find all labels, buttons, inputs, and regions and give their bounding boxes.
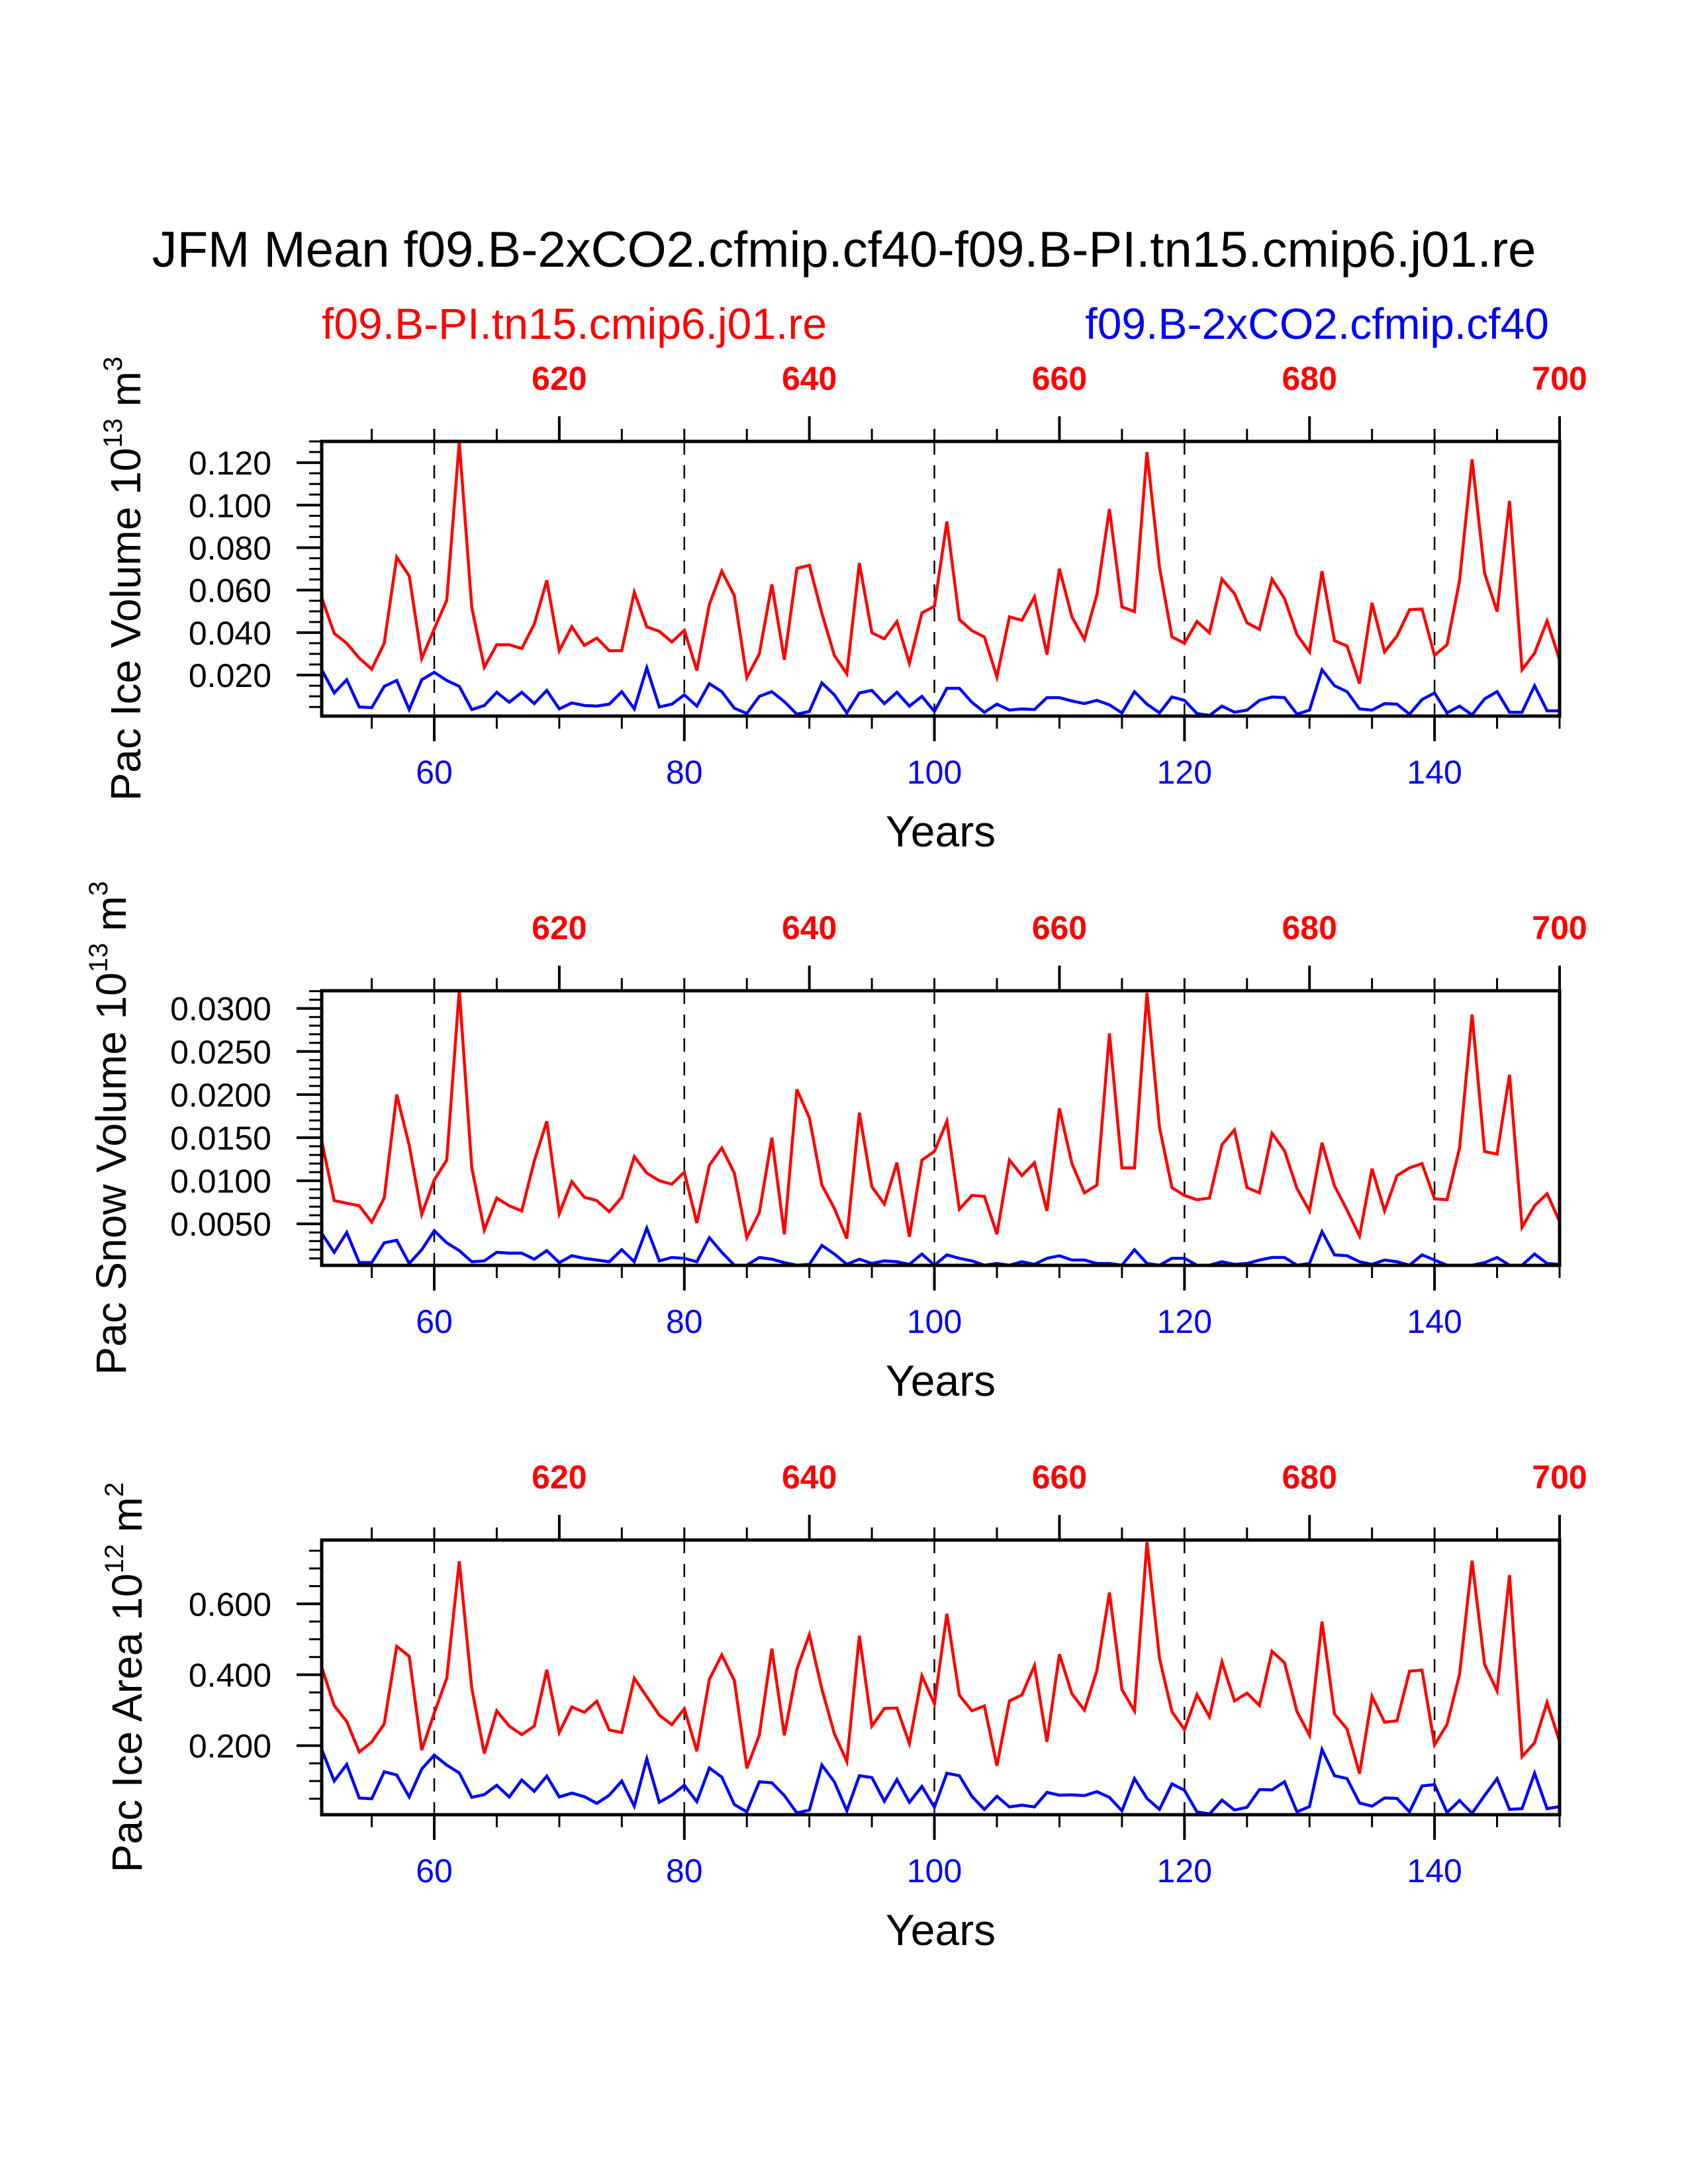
x-tick-label-bottom: 80 <box>666 1303 703 1340</box>
series-control-line <box>320 990 1562 1243</box>
x-tick-label-top: 640 <box>782 360 837 397</box>
x-tick-label-bottom: 100 <box>907 754 962 791</box>
series-experiment-line <box>320 1745 1560 1816</box>
chart-panel-1: 60 80 100 120 140 620 640 660 680 700 0.020 0.040 0.… <box>99 357 1587 856</box>
y-tick-label: 0.0200 <box>170 1077 271 1114</box>
chart-panel-3: 60 80 100 120 140 620 640 660 680 700 0.200 0.400 0.… <box>100 1459 1587 1954</box>
y-tick-label: 0.040 <box>189 615 271 652</box>
y-tick-label: 0.0150 <box>170 1120 271 1157</box>
y-tick-label: 0.020 <box>189 657 271 694</box>
y-axis-label: Pac Ice Volume 1013 m3 <box>99 357 150 801</box>
y-tick-label: 0.600 <box>189 1586 271 1623</box>
x-axis-label: Years <box>886 1905 996 1954</box>
series-control-line <box>320 441 1562 684</box>
y-tick-label: 0.200 <box>189 1728 271 1765</box>
x-tick-label-top: 660 <box>1032 909 1087 946</box>
y-tick-label: 0.0100 <box>170 1163 271 1200</box>
x-tick-label-top: 680 <box>1282 1459 1337 1496</box>
series-experiment-line <box>320 662 1560 717</box>
x-axis-label: Years <box>886 1356 996 1405</box>
x-tick-label-bottom: 100 <box>907 1303 962 1340</box>
x-tick-label-bottom: 100 <box>907 1852 962 1889</box>
y-tick-label: 0.120 <box>189 445 271 482</box>
panels: 60 80 100 120 140 620 640 660 680 700 0.020 0.040 0.… <box>84 357 1587 1954</box>
x-tick-label-bottom: 60 <box>416 754 453 791</box>
x-tick-label-top: 660 <box>1032 1459 1087 1496</box>
y-tick-label: 0.0050 <box>170 1206 271 1243</box>
x-axis-label: Years <box>886 807 996 856</box>
x-tick-label-top: 660 <box>1032 360 1087 397</box>
y-tick-label: 0.060 <box>189 572 271 610</box>
y-tick-label: 0.400 <box>189 1657 271 1694</box>
x-tick-label-bottom: 80 <box>666 754 703 791</box>
y-axis-label: Pac Ice Area 1012 m2 <box>100 1482 151 1873</box>
chart-panel-2: 60 80 100 120 140 620 640 660 680 700 0.0050 0.0100… <box>84 881 1587 1405</box>
x-tick-label-top: 700 <box>1532 360 1587 397</box>
x-tick-label-top: 680 <box>1282 360 1337 397</box>
x-tick-label-bottom: 120 <box>1157 1303 1212 1340</box>
x-tick-label-bottom: 140 <box>1407 1852 1462 1889</box>
x-tick-label-top: 640 <box>782 1459 837 1496</box>
x-tick-label-bottom: 140 <box>1407 754 1462 791</box>
x-tick-label-bottom: 60 <box>416 1303 453 1340</box>
x-tick-label-top: 700 <box>1532 1459 1587 1496</box>
y-tick-label: 0.100 <box>189 487 271 524</box>
series-experiment-line <box>320 1224 1560 1267</box>
x-tick-label-bottom: 120 <box>1157 754 1212 791</box>
x-tick-label-top: 680 <box>1282 909 1337 946</box>
main-title: JFM Mean f09.B-2xCO2.cfmip.cf40-f09.B-PI… <box>152 222 1536 278</box>
y-axis-label: Pac Snow Volume 1013 m3 <box>84 881 135 1375</box>
x-tick-label-bottom: 60 <box>416 1852 453 1889</box>
x-tick-label-bottom: 140 <box>1407 1303 1462 1340</box>
x-tick-label-top: 620 <box>532 909 586 946</box>
x-tick-label-top: 700 <box>1532 909 1587 946</box>
series-control-line <box>320 1541 1562 1774</box>
subtitle-experiment-run: f09.B-2xCO2.cfmip.cf40 <box>1085 299 1549 348</box>
x-tick-label-bottom: 120 <box>1157 1852 1212 1889</box>
x-tick-label-top: 620 <box>532 1459 586 1496</box>
x-tick-label-bottom: 80 <box>666 1852 703 1889</box>
y-tick-label: 0.0300 <box>170 991 271 1028</box>
subtitle-control-run: f09.B-PI.tn15.cmip6.j01.re <box>322 299 827 348</box>
plot-frame <box>320 1538 1562 1817</box>
y-tick-label: 0.0250 <box>170 1034 271 1071</box>
x-tick-label-top: 620 <box>532 360 586 397</box>
x-tick-label-top: 640 <box>782 909 837 946</box>
y-tick-label: 0.080 <box>189 529 271 567</box>
